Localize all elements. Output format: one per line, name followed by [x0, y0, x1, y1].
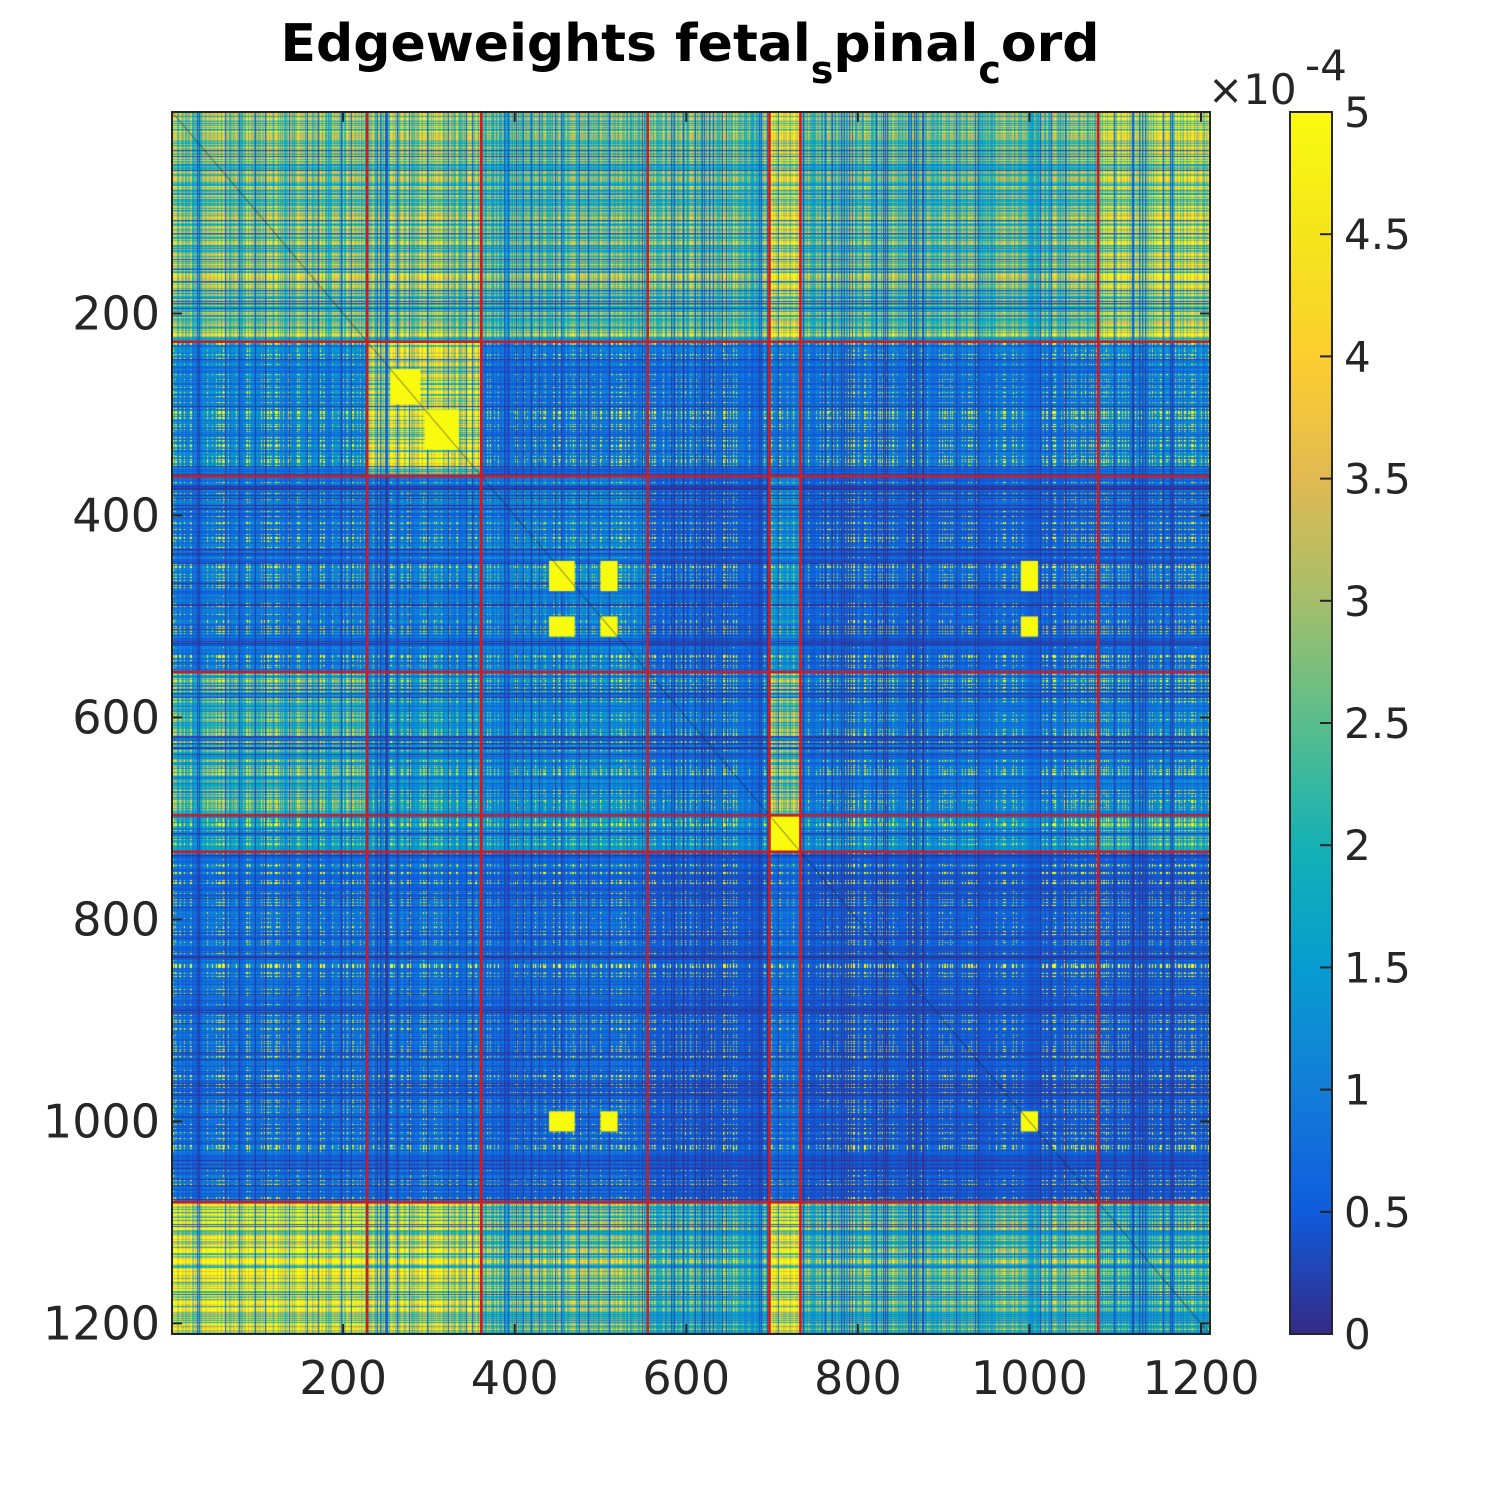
x-tick-label: 400 [471, 1351, 559, 1405]
y-tick-label: 200 [72, 286, 160, 340]
y-tick-label: 1200 [43, 1296, 160, 1350]
x-tick-label: 600 [642, 1351, 730, 1405]
y-tick-label: 1000 [43, 1094, 160, 1148]
colorbar-tick-label: 4 [1344, 332, 1371, 381]
colorbar-tick-label: 0 [1344, 1310, 1371, 1359]
heatmap-image [172, 112, 1210, 1334]
colorbar-exponent-power: -4 [1305, 41, 1347, 90]
x-tick-label: 1200 [1142, 1351, 1259, 1405]
x-tick-label: 200 [299, 1351, 387, 1405]
colorbar-tick-label: 1.5 [1344, 943, 1411, 992]
colorbar-tick-label: 1 [1344, 1066, 1371, 1115]
y-tick-label: 800 [72, 892, 160, 946]
colorbar-tick-label: 4.5 [1344, 210, 1411, 259]
colorbar-tick-label: 5 [1344, 88, 1371, 137]
y-tick-label: 400 [72, 488, 160, 542]
colorbar-tick-label: 0.5 [1344, 1188, 1411, 1237]
colorbar-exponent-label: ×10 [1208, 65, 1297, 114]
colorbar-tick-label: 2.5 [1344, 699, 1411, 748]
x-tick-label: 1000 [971, 1351, 1088, 1405]
colorbar-tick-label: 2 [1344, 821, 1371, 870]
colorbar-tick-label: 3 [1344, 577, 1371, 626]
chart-title: Edgeweights fetalspinalcord [280, 14, 1100, 92]
colorbar-tick-label: 3.5 [1344, 455, 1411, 504]
y-tick-label: 600 [72, 690, 160, 744]
x-tick-label: 800 [814, 1351, 902, 1405]
plot-frame [171, 111, 1211, 1335]
